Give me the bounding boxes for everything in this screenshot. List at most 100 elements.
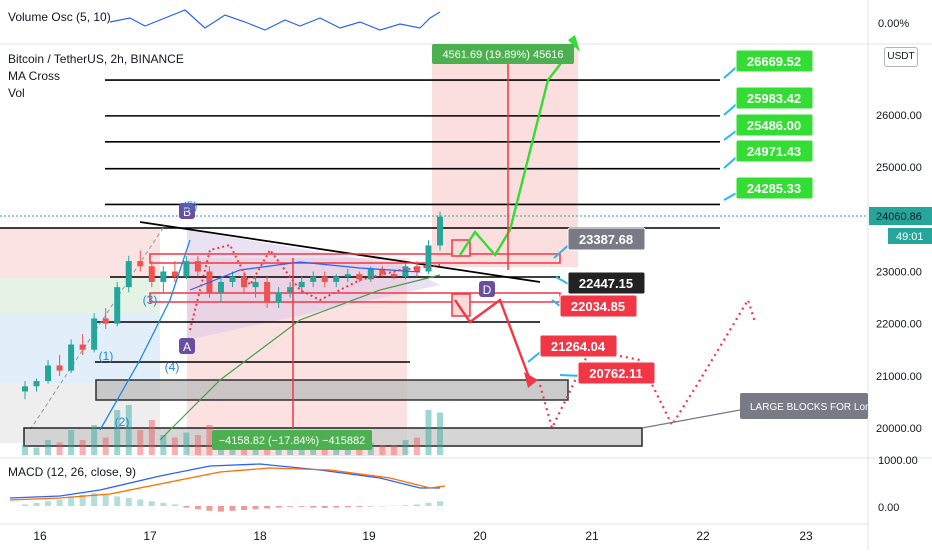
projection-box-down <box>452 294 470 316</box>
symbol-title: Bitcoin / TetherUS, 2h, BINANCE <box>8 52 184 66</box>
macd-hist-bar <box>287 506 293 507</box>
volume-bar <box>437 413 443 456</box>
volume-bar <box>57 443 63 456</box>
candle-body <box>114 287 120 324</box>
measure-up-label: 4561.69 (19.89%) 45616 <box>442 49 563 61</box>
candle-body <box>345 274 351 277</box>
candle-body <box>172 272 178 277</box>
volume-bar <box>45 440 51 455</box>
level-tag-label: 23387.68 <box>579 232 633 247</box>
macd-hist-bar <box>299 506 305 507</box>
volume-osc-axis-label: 0.00% <box>878 18 909 30</box>
macd-hist-bar <box>149 501 155 506</box>
volume-bar <box>425 410 431 455</box>
candle-body <box>160 272 166 282</box>
macd-hist-bar <box>34 503 40 506</box>
red-zone-left <box>0 228 160 278</box>
y-tick-label: 26000.00 <box>876 110 922 122</box>
long-position-profit <box>432 45 578 267</box>
candle-body <box>356 274 362 279</box>
macd-hist-bar <box>160 503 166 506</box>
volume-bar <box>206 425 212 455</box>
y-tick-label: 20000.00 <box>876 423 922 435</box>
volume-bar <box>91 425 97 455</box>
level-tag-label: 24971.43 <box>747 144 801 159</box>
candle-body <box>437 217 443 246</box>
wave-label-5: (5) <box>183 199 198 213</box>
x-tick-label: 17 <box>143 529 157 543</box>
macd-axis-label-1000: 1000.00 <box>878 455 918 467</box>
macd-hist-bar <box>45 501 51 506</box>
volume-bar <box>402 440 408 455</box>
volume-bar <box>391 445 397 455</box>
x-tick-label: 16 <box>33 529 47 543</box>
note-label: LARGE BLOCKS FOR Lon <box>750 402 871 413</box>
macd-hist-bar <box>356 506 362 507</box>
volume-bar <box>137 430 143 455</box>
candle-body <box>126 261 132 287</box>
level-tag-label: 20762.11 <box>589 366 643 381</box>
wave-label-3: (3) <box>143 293 158 307</box>
currency-button[interactable]: USDT <box>884 47 918 67</box>
level-tag-label: 25486.00 <box>747 118 801 133</box>
macd-hist-bar <box>230 506 236 511</box>
candle-body <box>425 245 431 271</box>
volume-bar <box>34 448 40 456</box>
volume-bar <box>68 430 74 455</box>
candle-body <box>287 287 293 292</box>
candle-body <box>103 318 109 323</box>
candle-body <box>57 365 63 370</box>
candle-body <box>149 266 155 282</box>
candle-body <box>253 282 259 287</box>
green-zone-left <box>0 278 160 313</box>
y-tick-label: 22000.00 <box>876 319 922 331</box>
candle-body <box>137 261 143 266</box>
y-tick-label: 25000.00 <box>876 162 922 174</box>
macd-hist-bar <box>241 506 247 510</box>
volume-bar <box>172 438 178 456</box>
macd-hist-bar <box>114 496 120 506</box>
macd-hist-bar <box>126 498 132 506</box>
macd-hist-bar <box>253 506 259 509</box>
candle-body <box>91 318 97 349</box>
macd-hist-bar <box>414 504 420 506</box>
countdown-label: 49:01 <box>896 231 924 243</box>
level-tag-label: 24285.33 <box>747 181 801 196</box>
level-tag-label: 22447.15 <box>579 276 633 291</box>
macd-axis-label-0: 0.00 <box>878 502 899 514</box>
indicator-ma-cross: MA Cross <box>8 69 60 83</box>
candle-body <box>322 277 328 282</box>
macd-hist-bar <box>103 495 109 506</box>
candle-body <box>299 282 305 287</box>
volume-bar <box>149 420 155 455</box>
current-price-tag: 24060.86 <box>876 211 922 223</box>
x-tick-label: 22 <box>696 529 710 543</box>
macd-title: MACD (12, 26, close, 9) <box>8 465 136 479</box>
wave-label-4: (4) <box>165 360 180 374</box>
macd-hist-bar <box>322 506 328 508</box>
candle-body <box>22 386 28 391</box>
level-tag-label: 26669.52 <box>747 54 801 69</box>
wave-label-2: (2) <box>115 415 130 429</box>
pattern-label-d: D <box>483 283 492 297</box>
candle-body <box>264 282 270 303</box>
level-tag-label: 22034.85 <box>571 299 625 314</box>
large-block-upper <box>96 380 568 400</box>
macd-hist-bar <box>137 500 143 506</box>
candle-body <box>333 277 339 282</box>
macd-hist-bar <box>425 503 431 506</box>
macd-hist-bar <box>310 506 316 508</box>
volume-bar <box>80 440 86 455</box>
macd-hist-bar <box>22 504 28 506</box>
level-tag-label: 25983.42 <box>747 91 801 106</box>
pattern-label-a: A <box>183 340 191 354</box>
x-tick-label: 21 <box>585 529 599 543</box>
wave-label-1: (1) <box>99 349 114 363</box>
x-tick-label: 20 <box>473 529 487 543</box>
x-tick-label: 18 <box>253 529 267 543</box>
macd-hist-bar <box>333 506 339 508</box>
volume-bar <box>183 433 189 456</box>
macd-hist-bar <box>264 506 270 508</box>
